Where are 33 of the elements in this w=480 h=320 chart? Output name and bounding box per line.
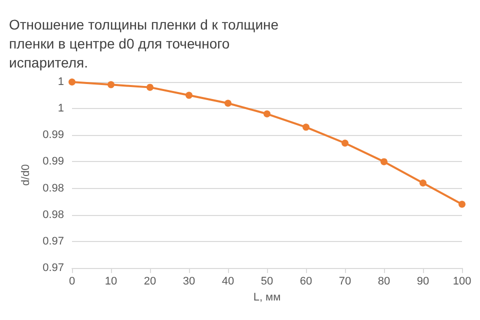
point (420, 179, 426, 186)
x-tick-label: 20 (144, 276, 156, 288)
x-tick-label: 100 (452, 276, 472, 288)
point (68, 78, 76, 86)
chart-title: Отношение толщины пленки d к толщине пленки в центре d0 для точечного испарителя. (9, 16, 282, 70)
x-tick-label: 40 (222, 276, 234, 288)
y-tick-label: 0.99 (42, 129, 64, 142)
point (186, 92, 192, 99)
y-tick-label: 1 (58, 76, 64, 88)
x-axis-title: L, мм (253, 292, 281, 304)
x-tick-label: 80 (378, 276, 390, 288)
y-axis-title: d/d0 (20, 164, 32, 186)
y-tick-label: 0.98 (42, 182, 64, 194)
x-tick-label: 60 (300, 276, 312, 288)
point (224, 100, 232, 107)
point (458, 200, 466, 208)
y-tick-label: 1 (58, 102, 64, 115)
x-tick-label: 10 (104, 276, 118, 288)
point (146, 84, 154, 91)
point (108, 81, 114, 88)
x-tick-label: 90 (416, 276, 430, 288)
point (380, 158, 388, 166)
x-tick-label: 70 (338, 276, 352, 288)
x-tick-label: 50 (260, 276, 274, 288)
y-tick-label: 0.98 (42, 208, 64, 221)
point (264, 110, 270, 118)
y-tick-label: 0.99 (42, 156, 64, 168)
y-tick-label: 0.97 (42, 235, 64, 248)
x-tick-label: 0 (68, 276, 76, 288)
y-tick-label: 0.97 (42, 262, 64, 274)
point (342, 140, 348, 147)
point (302, 124, 310, 131)
x-tick-label: 30 (182, 276, 196, 288)
